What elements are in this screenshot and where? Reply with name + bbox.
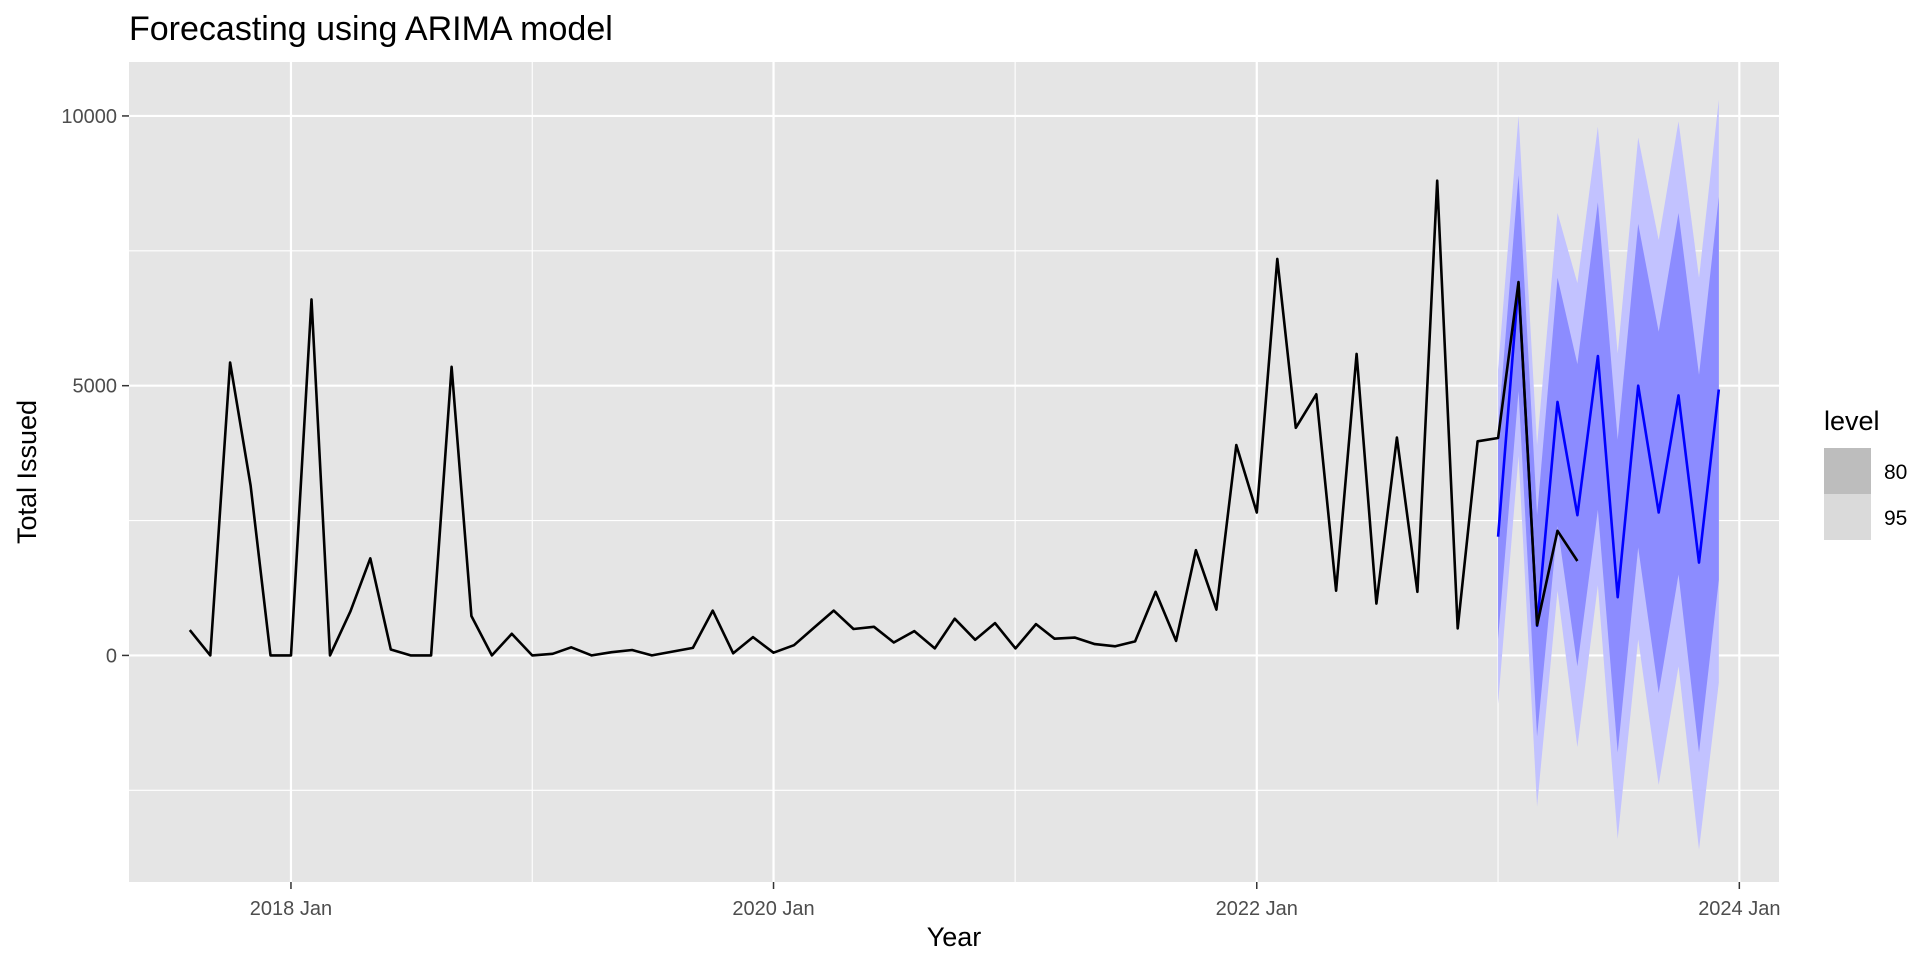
x-tick-label: 2024 Jan bbox=[1698, 898, 1780, 920]
x-tick-label: 2020 Jan bbox=[732, 898, 814, 920]
band-80 bbox=[1498, 175, 1719, 753]
x-axis-title: Year bbox=[927, 922, 982, 952]
y-tick-label: 10000 bbox=[61, 106, 117, 128]
legend-key-80 bbox=[1824, 448, 1871, 494]
series-lines bbox=[188, 179, 1721, 657]
y-axis: 0 5000 10000 bbox=[61, 106, 129, 667]
chart-title: Forecasting using ARIMA model bbox=[129, 10, 613, 48]
y-axis-title: Total Issued bbox=[12, 400, 42, 544]
legend-key-95 bbox=[1824, 494, 1871, 540]
actual-series-line bbox=[188, 179, 1579, 657]
legend: level 80 95 bbox=[1824, 406, 1907, 540]
x-tick-label: 2022 Jan bbox=[1216, 898, 1298, 920]
y-tick-label: 0 bbox=[106, 645, 117, 667]
legend-label-80: 80 bbox=[1884, 461, 1907, 484]
x-axis: 2018 Jan 2020 Jan 2022 Jan 2024 Jan bbox=[250, 882, 1780, 920]
x-tick-label: 2018 Jan bbox=[250, 898, 332, 920]
legend-title: level bbox=[1824, 406, 1880, 436]
y-tick-label: 5000 bbox=[73, 376, 118, 398]
legend-label-95: 95 bbox=[1884, 507, 1907, 530]
